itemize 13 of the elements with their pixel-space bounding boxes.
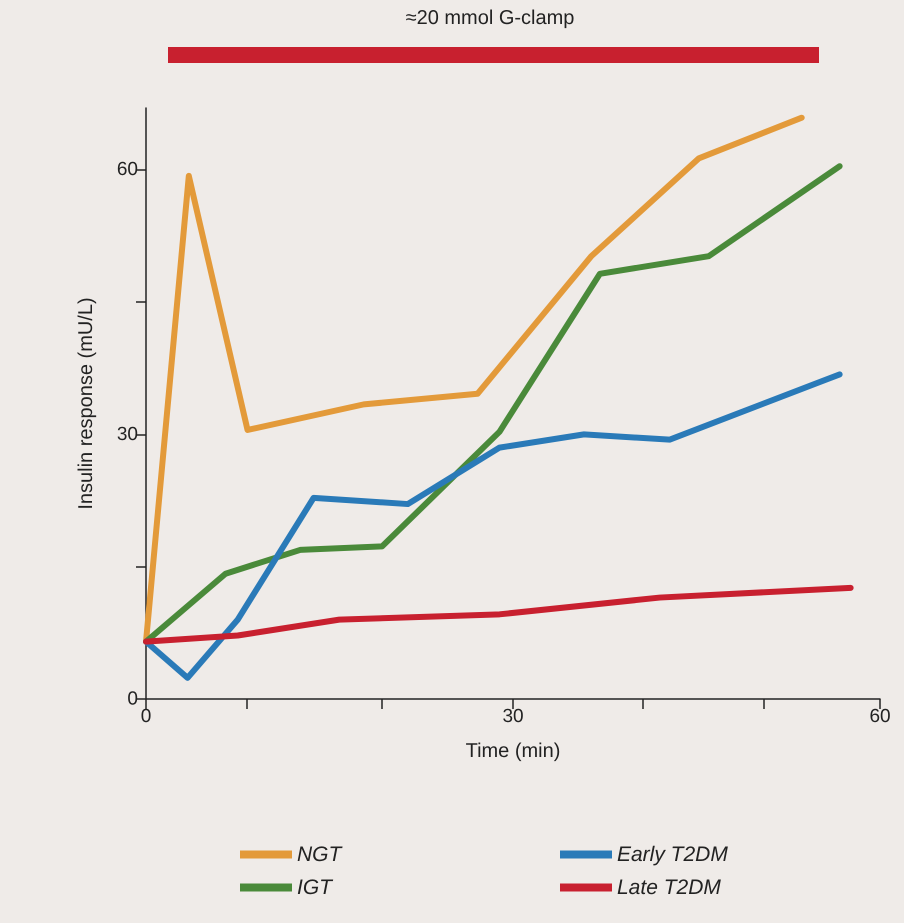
legend-label: IGT (297, 876, 334, 899)
x-tick-label: 30 (502, 706, 524, 727)
text: ≈20 mmol G-clamp (406, 7, 574, 29)
y-axis-title: Insulin response (mU/L) (75, 297, 97, 510)
x-axis-title: Time (min) (466, 740, 560, 762)
x-tick-label: 60 (869, 706, 891, 727)
legend-label: NGT (297, 843, 344, 866)
y-tick-label: 30 (116, 424, 138, 445)
legend-label: Late T2DM (617, 876, 722, 899)
y-tick-label: 0 (127, 688, 138, 710)
x-tick-label: 0 (140, 706, 152, 727)
y-tick-label: 60 (116, 159, 138, 180)
legend-label: Early T2DM (617, 843, 728, 866)
